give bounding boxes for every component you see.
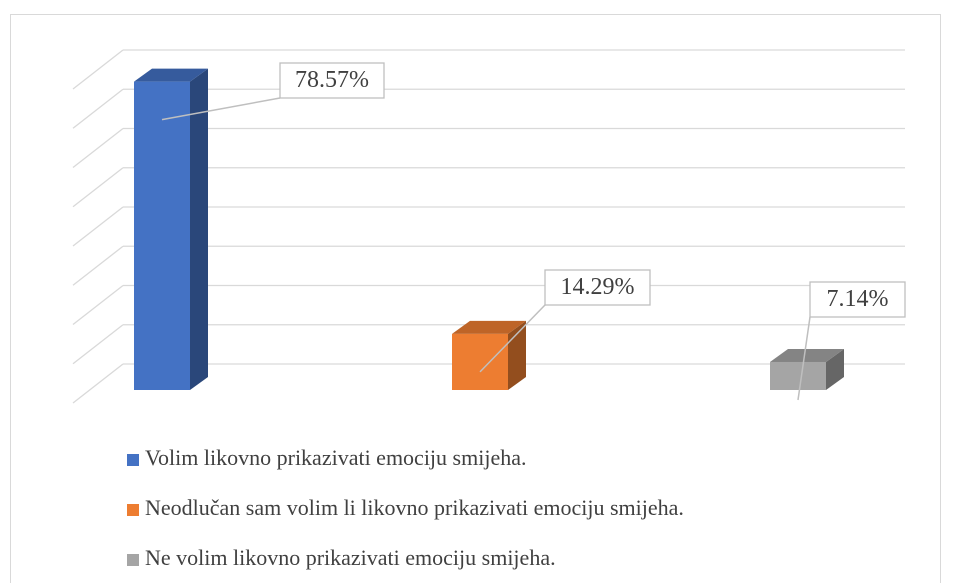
- grid-line-side: [72, 206, 124, 247]
- legend-label: Volim likovno prikazivati emociju smijeh…: [145, 445, 526, 470]
- legend-swatch: [127, 454, 139, 466]
- leader-line: [797, 316, 811, 401]
- data-label: 78.57%: [295, 67, 369, 93]
- grid-line-side: [72, 127, 124, 169]
- legend-label: Neodlučan sam volim li likovno prikaziva…: [145, 495, 684, 520]
- label-box: [279, 62, 385, 99]
- grid-line-side: [72, 363, 124, 404]
- legend-swatch: [127, 504, 139, 516]
- leader-line: [161, 97, 281, 121]
- bar: [134, 81, 190, 391]
- grid-line-side: [72, 167, 124, 208]
- legend-swatch: [127, 554, 139, 566]
- label-box: [809, 281, 906, 318]
- bar: [770, 361, 826, 390]
- bar-side: [190, 68, 208, 391]
- data-label: 7.14%: [827, 286, 889, 312]
- legend-label: Ne volim likovno prikazivati emociju smi…: [145, 545, 556, 570]
- grid-line-side: [72, 245, 124, 286]
- label-box: [544, 269, 651, 306]
- leader-line: [479, 304, 546, 373]
- bar-top: [770, 348, 844, 362]
- bar-top: [452, 320, 526, 334]
- bar: [452, 333, 508, 390]
- grid-line-side: [72, 49, 124, 90]
- grid-line-side: [72, 324, 124, 365]
- data-label: 14.29%: [561, 274, 635, 300]
- grid-line-side: [72, 284, 124, 326]
- bar-top: [134, 68, 208, 82]
- grid-line-side: [72, 88, 124, 129]
- bar-side: [826, 348, 844, 390]
